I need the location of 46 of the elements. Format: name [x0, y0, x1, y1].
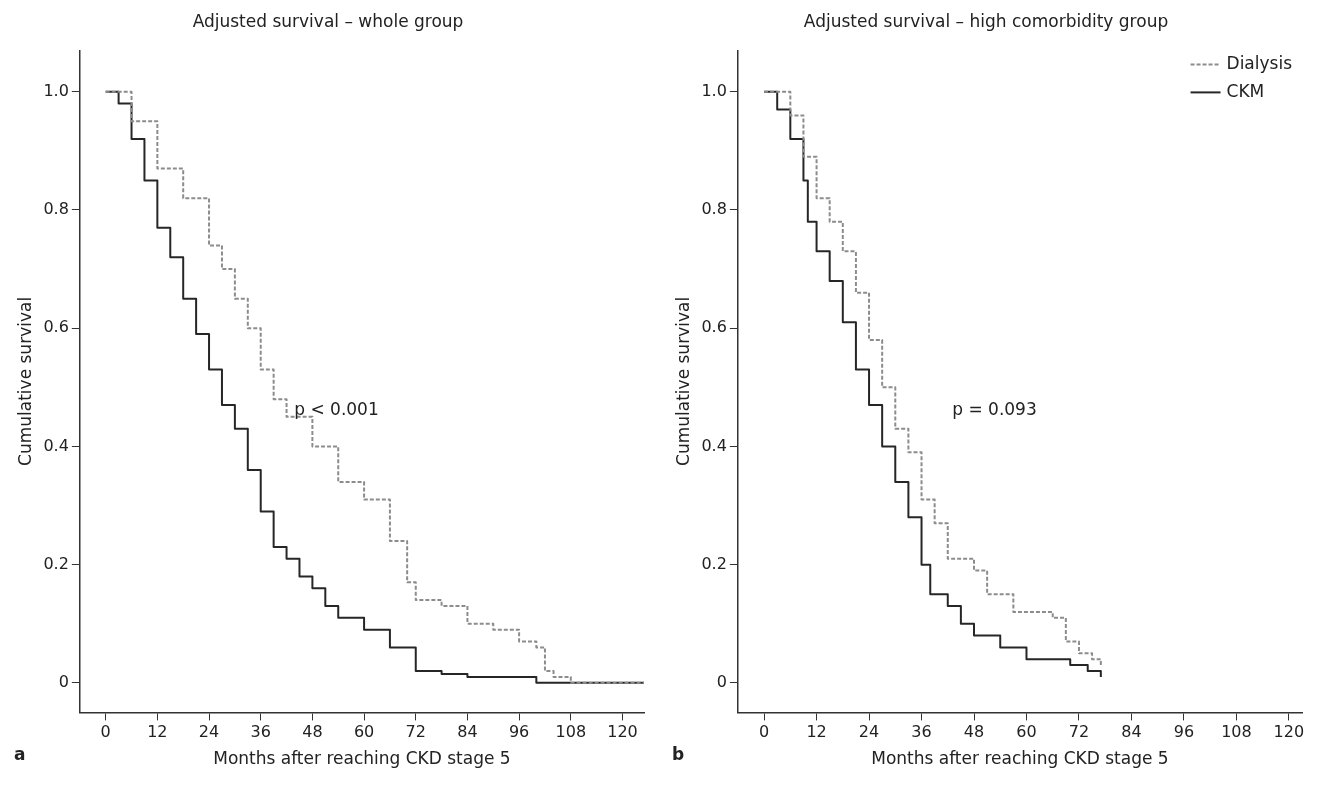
y-tick-label: 0.4 — [43, 435, 69, 455]
x-tick-label: 0 — [758, 722, 770, 742]
y-tick-label: 1.0 — [701, 80, 727, 100]
x-tick-label: 120 — [607, 722, 638, 742]
x-tick-label: 48 — [963, 722, 985, 742]
x-tick-label: 96 — [1173, 722, 1195, 742]
annotation: p = 0.093 — [952, 398, 1037, 419]
y-tick-label: 0.6 — [701, 317, 727, 337]
x-tick-label: 48 — [302, 722, 323, 742]
text: a — [14, 744, 26, 764]
y-tick-label: 0.2 — [43, 553, 69, 573]
y-tick-label: 0.4 — [701, 435, 727, 455]
x-tick-label: 72 — [405, 722, 426, 742]
y-axis-title: Cumulative survival — [672, 296, 693, 466]
x-tick-label: 24 — [858, 722, 880, 742]
x-tick-label: 60 — [353, 722, 375, 742]
x-tick-label: 24 — [198, 722, 220, 742]
legend-label: CKM — [1226, 80, 1265, 101]
x-tick-label: 84 — [457, 722, 478, 742]
x-tick-label: 120 — [1273, 722, 1305, 742]
x-tick-label: 108 — [1221, 722, 1252, 742]
y-tick-label: 0.2 — [701, 553, 727, 573]
legend-label: Dialysis — [1226, 52, 1293, 73]
x-tick-label: 72 — [1068, 722, 1090, 742]
x-tick-label: 108 — [555, 722, 587, 742]
x-tick-label: 36 — [250, 722, 271, 742]
x-tick-label: 12 — [806, 722, 827, 742]
chart-title: Adjusted survival – whole group — [192, 10, 464, 31]
x-tick-label: 60 — [1016, 722, 1037, 742]
x-tick-label: 0 — [100, 722, 111, 742]
y-tick-label: 1.0 — [43, 80, 69, 100]
x-tick-label: 12 — [147, 722, 168, 742]
y-tick-label: 0 — [716, 672, 727, 691]
y-tick-label: 0.6 — [43, 317, 69, 337]
y-axis-title: Cumulative survival — [14, 296, 35, 466]
y-tick-label: 0 — [58, 672, 69, 691]
y-tick-label: 0.8 — [701, 199, 727, 219]
text: b — [672, 744, 685, 764]
x-tick-label: 84 — [1121, 722, 1142, 742]
annotation: p < 0.001 — [294, 398, 379, 419]
x-tick-label: 36 — [911, 722, 932, 742]
x-axis-title: Months after reaching CKD stage 5 — [213, 748, 511, 769]
chart-title: Adjusted survival – high comorbidity group — [803, 10, 1169, 31]
x-tick-label: 96 — [508, 722, 530, 742]
x-axis-title: Months after reaching CKD stage 5 — [871, 748, 1169, 769]
y-tick-label: 0.8 — [43, 199, 69, 219]
